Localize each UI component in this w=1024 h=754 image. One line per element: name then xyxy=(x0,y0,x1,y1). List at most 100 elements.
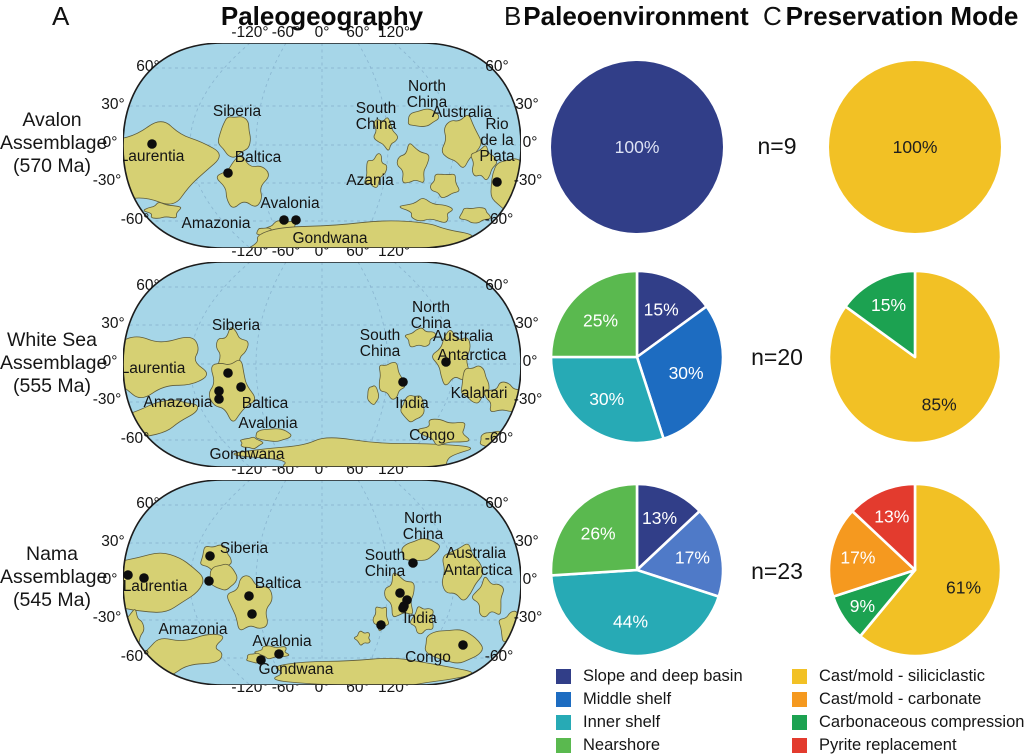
fossil-site-dots xyxy=(123,551,468,665)
map-label-laurentia: Laurentia xyxy=(123,148,185,165)
pie-slice-percentage: 15% xyxy=(644,300,679,320)
legend-swatch xyxy=(792,738,807,753)
pie-slice-percentage: 13% xyxy=(642,508,677,528)
lat-tick-label-left: 30° xyxy=(101,96,125,113)
pie-chart-preservation-mode-avalon: 100% xyxy=(829,61,1001,233)
map-label-australia: Australia xyxy=(433,328,494,345)
pie-slice-nearshore xyxy=(549,482,639,577)
panel-title-preservation-mode: Preservation Mode xyxy=(785,1,1019,31)
pie-slice-percentage: 30% xyxy=(669,363,704,383)
row-label-line: (545 Ma) xyxy=(12,589,92,611)
pie-slice-percentage: 100% xyxy=(615,137,660,157)
legend-label: Pyrite replacement xyxy=(819,736,957,754)
lat-tick-label-left: 60° xyxy=(136,495,160,512)
pie-chart-preservation-mode-white: 85% 15% xyxy=(827,269,1003,445)
row-label-white-sea: White Sea Assemblage (555 Ma) xyxy=(0,329,107,398)
lat-tick-label-right: -60° xyxy=(484,648,514,665)
legend-preservation-mode: Cast/mold - siliciclastic Cast/mold - car… xyxy=(792,665,1024,754)
row-label-line: Assemblage xyxy=(0,566,108,588)
map-label-azania: Azania xyxy=(346,172,394,189)
legend-swatch xyxy=(556,669,571,684)
map-label-north-china: North China xyxy=(407,78,448,111)
legend-label: Inner shelf xyxy=(583,713,661,731)
pie-slice-percentage: 25% xyxy=(583,311,618,331)
lat-tick-label-left: 30° xyxy=(101,533,125,550)
row-label-line: Nama xyxy=(25,543,79,565)
pie-slice-percentage: 26% xyxy=(581,524,616,544)
map-white-sea-555ma: Laurentia Siberia Baltica Amazonia Avalonia G… xyxy=(93,262,542,467)
lat-tick-label-right: 0° xyxy=(522,571,538,588)
map-label-congo: Congo xyxy=(409,427,455,444)
map-label-rio-dela-plata: Rio de la Plata xyxy=(479,116,515,165)
panel-letter-c: C xyxy=(763,1,782,31)
map-label-laurentia: Laurentia xyxy=(123,360,186,377)
legend-label: Carbonaceous compression xyxy=(819,713,1024,731)
legend-item: Cast/mold - carbonate xyxy=(792,688,1024,711)
map-label-congo: Congo xyxy=(405,649,451,666)
lat-tick-label-left: -60° xyxy=(120,648,150,665)
lat-tick-label-left: 60° xyxy=(136,277,160,294)
lat-tick-label-right: 0° xyxy=(522,353,538,370)
lon-tick-label: 60° xyxy=(346,24,370,41)
legend-label: Nearshore xyxy=(583,736,661,754)
map-label-south-china: South China xyxy=(360,327,401,360)
paleogeography-map-svg: Laurentia Siberia Baltica Avalonia Amazonia G… xyxy=(123,43,521,248)
panel-title-paleogeography: Paleogeography xyxy=(220,1,424,31)
legend-swatch xyxy=(792,715,807,730)
map-label-antarctica: Antarctica xyxy=(438,347,507,364)
lon-tick-label: -60° xyxy=(271,24,301,41)
map-label-south-china: South China xyxy=(356,100,397,133)
pie-slice-percentage: 9% xyxy=(850,596,875,616)
map-label-australia: Australia xyxy=(432,104,493,121)
map-label-baltica: Baltica xyxy=(255,575,302,592)
sample-count-white-sea: n=20 xyxy=(751,344,803,370)
map-label-gondwana: Gondwana xyxy=(293,230,368,247)
legend-swatch xyxy=(556,692,571,707)
lat-tick-label-left: 0° xyxy=(102,571,118,588)
paleogeography-map-svg: Laurentia Siberia Baltica Amazonia Avalonia G… xyxy=(123,480,521,685)
panel-letter-a: A xyxy=(52,1,70,31)
lat-tick-label-right: -60° xyxy=(484,430,514,447)
map-label-avalonia: Avalonia xyxy=(260,195,320,212)
legend-item: Middle shelf xyxy=(556,688,743,711)
lat-tick-label-left: 0° xyxy=(102,134,118,151)
map-label-antarctica: Antarctica xyxy=(444,562,513,579)
lat-tick-label-right: 60° xyxy=(485,58,509,75)
map-label-north-china: North China xyxy=(403,510,444,543)
pie-chart-paleoenvironment-avalon: 100% xyxy=(551,61,723,233)
map-label-laurentia: Laurentia xyxy=(123,578,188,595)
paleogeography-map-svg: Laurentia Siberia Baltica Amazonia Avalonia G… xyxy=(123,262,521,467)
pie-slice-cast-mold-carbonate xyxy=(827,509,917,598)
map-label-gondwana: Gondwana xyxy=(259,661,334,678)
map-label-baltica: Baltica xyxy=(235,149,282,166)
map-label-avalonia: Avalonia xyxy=(252,633,312,650)
map-label-india: India xyxy=(395,395,429,412)
pie-slice-inner-shelf xyxy=(549,355,665,445)
map-label-siberia: Siberia xyxy=(212,317,261,334)
map-avalon-570ma: Laurentia Siberia Baltica Avalonia Amazonia G… xyxy=(93,43,542,248)
row-label-nama: Nama Assemblage (545 Ma) xyxy=(0,543,108,612)
map-label-avalonia: Avalonia xyxy=(238,415,298,432)
lat-tick-label-left: -30° xyxy=(92,172,122,189)
legend-item: Pyrite replacement xyxy=(792,734,1024,754)
map-outline xyxy=(123,43,521,248)
pie-slice-percentage: 100% xyxy=(893,137,938,157)
pie-slice-nearshore xyxy=(549,269,639,359)
pie-slice-pyrite-replacement xyxy=(851,482,917,572)
map-label-siberia: Siberia xyxy=(220,540,269,557)
pie-chart-preservation-mode-nama: 61% 9% 17% 13% xyxy=(827,482,1003,658)
map-label-amazonia: Amazonia xyxy=(144,394,213,411)
lon-tick-label: 120° xyxy=(377,24,411,41)
fossil-site-dots xyxy=(147,139,502,225)
legend-swatch xyxy=(556,715,571,730)
map-label-baltica: Baltica xyxy=(242,395,289,412)
row-label-line: (570 Ma) xyxy=(12,155,92,177)
lat-tick-label-right: 30° xyxy=(515,533,539,550)
map-label-gondwana: Gondwana xyxy=(210,446,285,463)
map-label-amazonia: Amazonia xyxy=(159,621,228,638)
legend-paleoenvironment: Slope and deep basin Middle shelf Inner sh… xyxy=(556,665,743,754)
pie-slice-slope-and-deep-basin xyxy=(635,482,701,572)
map-label-south-china: South China xyxy=(365,547,406,580)
lat-tick-label-left: 60° xyxy=(136,58,160,75)
